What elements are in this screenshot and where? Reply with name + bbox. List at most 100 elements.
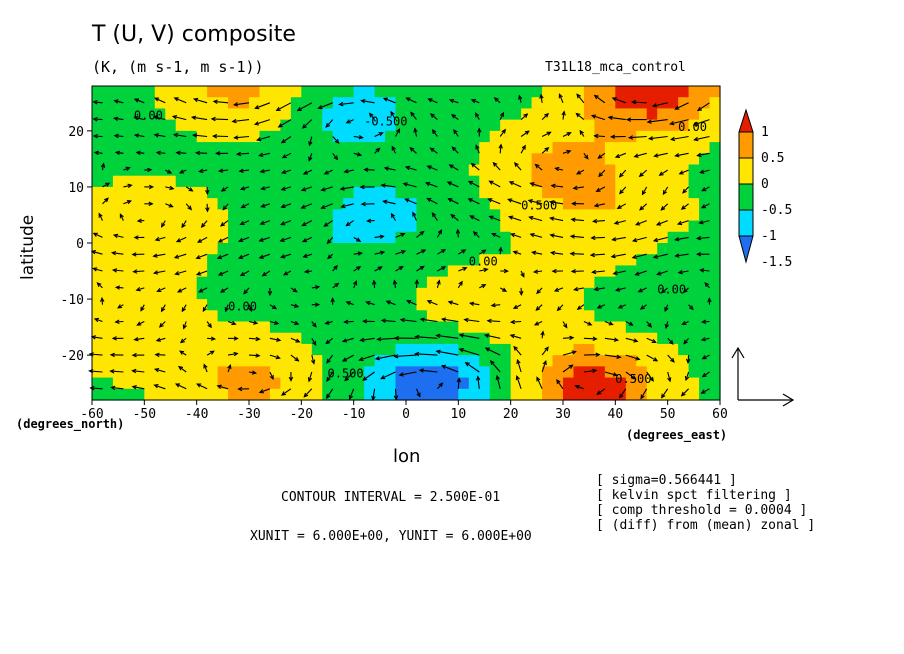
field-cell [259,310,271,323]
wind-vector-head [303,269,310,274]
field-cell [406,299,418,311]
field-cell [406,97,418,110]
field-cell [249,209,261,222]
wind-vector-head [253,320,259,325]
wind-vector [436,229,442,238]
field-cell [531,220,543,233]
field-cell [688,276,700,289]
field-cell [374,108,386,121]
field-cell [322,377,334,390]
wind-vector [451,114,459,121]
field-cell [583,321,595,334]
field-cell [552,119,564,132]
field-cell [196,321,208,334]
field-cell [385,186,397,199]
field-cell [92,164,104,177]
wind-vector-head [209,350,215,355]
x-tick-label: -50 [133,407,156,422]
wind-vector-head [345,301,351,306]
wind-vector-head [550,183,556,189]
wind-vector-head [330,297,335,303]
field-cell [646,332,658,345]
field-cell [353,321,365,334]
field-cell [385,343,397,356]
field-cell [186,377,198,390]
field-cell [259,276,271,289]
wind-vector-head [294,356,300,362]
wind-vector-head [327,254,332,260]
wind-vector-head [348,394,353,401]
wind-vector-head [196,383,202,388]
field-cell [322,321,334,334]
field-cell [280,198,292,210]
wind-vector [590,253,605,256]
field-cell [709,231,721,244]
field-cell [416,254,428,267]
wind-vector-head [338,101,344,107]
wind-vector-head [467,198,473,203]
wind-vector-head [590,235,596,241]
field-cell [364,231,376,244]
field-cell [479,243,491,255]
field-cell [249,310,261,323]
field-cell [259,355,271,367]
wind-vector-head [669,136,676,142]
wind-vector [192,116,208,121]
wind-vector [324,220,334,227]
wind-vector [227,320,236,325]
field-cell [249,97,261,110]
field-cell [374,86,386,98]
field-cell [667,209,679,222]
field-cell [196,243,208,255]
field-cell [437,86,449,98]
field-cell [688,299,700,311]
field-cell [154,265,166,278]
wind-vector-head [385,300,391,305]
field-cell [583,299,595,311]
field-cell [416,377,428,390]
wind-vector [261,186,271,190]
field-cell [144,388,156,401]
wind-vector-head [317,105,323,110]
field-cell [573,175,585,188]
field-cell [426,142,438,154]
wind-vector-head [435,349,441,354]
field-cell [238,198,250,210]
wind-vector [269,337,281,341]
field-cell [625,377,637,390]
wind-vector-head [92,267,98,272]
wind-vector-head [135,286,141,292]
wind-vector [646,354,658,362]
wind-vector [377,337,396,340]
field-cell [395,97,407,110]
field-cell [343,153,355,166]
field-cell [238,276,250,289]
field-cell [458,130,470,143]
field-cell [123,343,135,356]
field-cell [144,186,156,199]
field-cell [144,265,156,278]
wind-vector-head [239,221,245,226]
field-cell [228,377,240,390]
field-cell [709,299,721,311]
field-cell [301,186,313,199]
wind-vector [430,113,438,121]
field-cell [552,343,564,356]
field-cell [343,175,355,188]
field-cell [364,220,376,233]
field-cell [437,198,449,210]
field-cell [573,310,585,323]
field-cell [249,186,261,199]
wind-vector-head [556,378,561,385]
wind-vector [255,102,271,109]
wind-vector-head [518,94,523,100]
field-cell [165,130,177,143]
field-cell [636,377,648,390]
wind-vector [220,287,229,293]
field-cell [102,366,114,379]
field-cell [657,153,669,166]
field-cell [416,231,428,244]
field-cell [573,388,585,401]
field-cell [395,108,407,121]
field-cell [301,310,313,323]
